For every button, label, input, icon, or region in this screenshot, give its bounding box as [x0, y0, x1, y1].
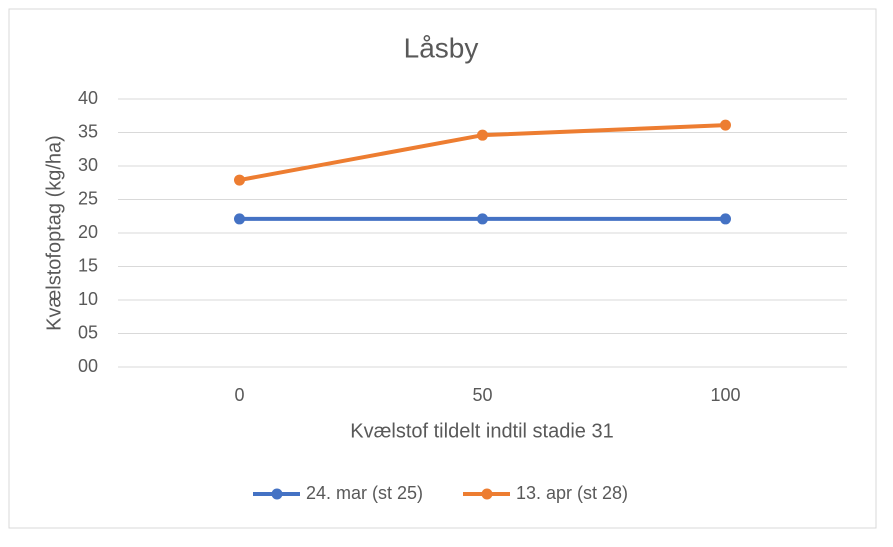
y-tick-label: 00: [78, 356, 98, 376]
legend-marker: [481, 488, 493, 500]
y-tick-label: 05: [78, 322, 98, 342]
legend-marker: [271, 488, 283, 500]
y-tick-label: 35: [78, 121, 98, 141]
chart-border: [8, 8, 877, 529]
data-point: [720, 119, 731, 131]
y-tick-label: 25: [78, 188, 98, 208]
x-axis-label: Kvælstof tildelt indtil stadie 31: [350, 420, 613, 442]
y-axis-label: Kvælstofoptag (kg/ha): [43, 135, 65, 331]
data-point: [234, 213, 245, 225]
data-point: [477, 129, 488, 141]
y-tick-label: 20: [78, 222, 98, 242]
legend-label: 24. mar (st 25): [306, 483, 423, 503]
data-point: [720, 213, 731, 225]
chart-title: Låsby: [404, 32, 479, 63]
x-tick-label: 50: [472, 385, 492, 405]
x-tick-label: 100: [710, 385, 740, 405]
y-tick-label: 40: [78, 88, 98, 108]
y-tick-label: 10: [78, 289, 98, 309]
data-point: [234, 174, 245, 186]
x-tick-label: 0: [234, 385, 244, 405]
data-point: [477, 213, 488, 225]
y-tick-label: 30: [78, 155, 98, 175]
legend-label: 13. apr (st 28): [516, 483, 628, 503]
y-tick-label: 15: [78, 255, 98, 275]
